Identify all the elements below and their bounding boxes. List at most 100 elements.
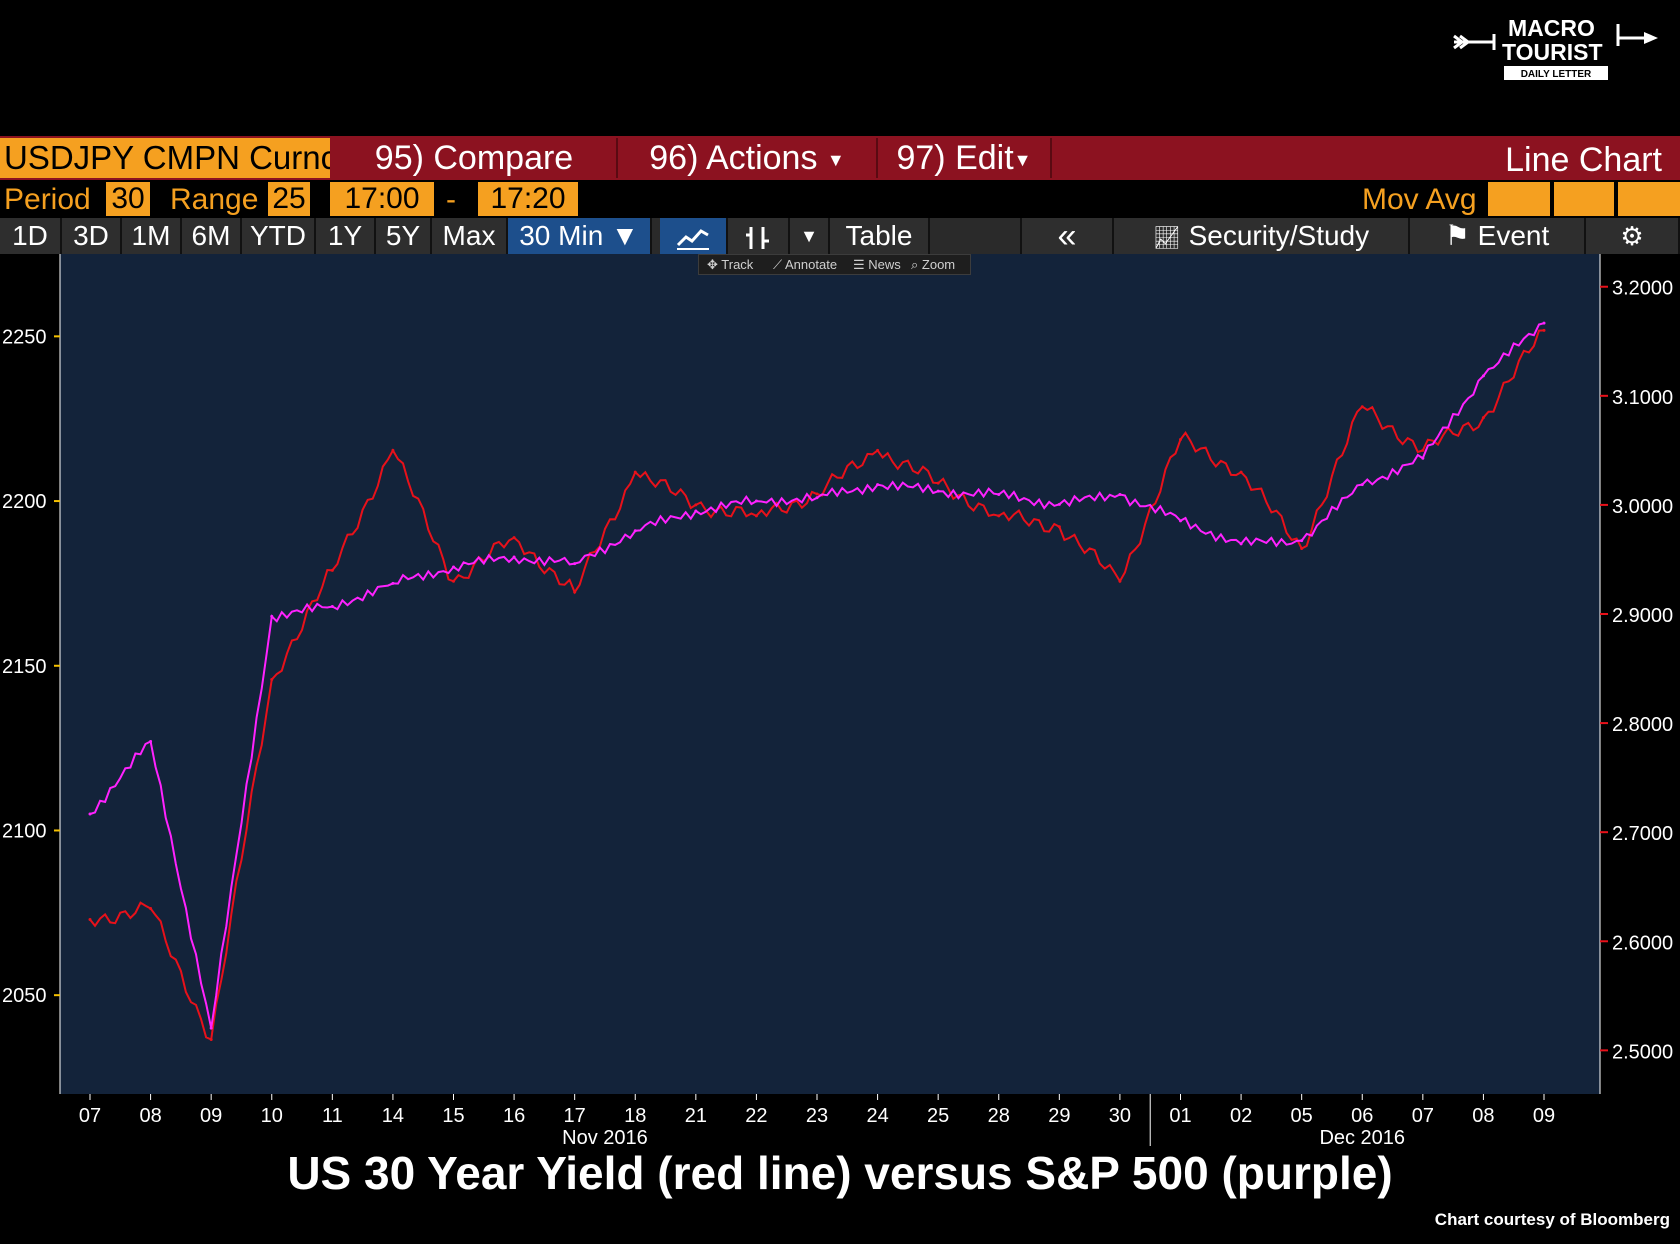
- sp500-point: [1300, 539, 1304, 543]
- security-field[interactable]: USDJPY CMPN Curnc: [0, 138, 330, 178]
- yield-point: [452, 579, 455, 583]
- yield-point: [88, 917, 92, 921]
- edit-label: 97) Edit: [896, 139, 1014, 177]
- news-tool[interactable]: ☰ News: [853, 257, 901, 272]
- tab-3d[interactable]: 3D: [62, 218, 122, 254]
- yield-point: [1057, 525, 1061, 529]
- tab-5y[interactable]: 5Y: [376, 218, 432, 254]
- zoom-tool[interactable]: ⌕ Zoom: [911, 257, 956, 272]
- end-time-field[interactable]: 17:20: [478, 182, 578, 216]
- right-axis-tick-label: 2.5000: [1612, 1041, 1673, 1063]
- yield-point: [876, 448, 880, 452]
- yield-point: [391, 448, 395, 452]
- period-bar: Period 30 Range 25 17:00 - 17:20 Mov Avg: [0, 180, 1680, 218]
- chart-type-label[interactable]: Line Chart: [1505, 141, 1662, 179]
- candle-glyph: [746, 226, 769, 249]
- x-axis-tick-label: 05: [1291, 1105, 1313, 1127]
- x-axis-tick-label: 09: [200, 1105, 222, 1127]
- sp500-point: [936, 489, 940, 493]
- track-tool[interactable]: ✥ Track: [707, 257, 754, 272]
- mov-avg-label: Mov Avg: [1362, 183, 1477, 216]
- right-axis-tick-label: 2.9000: [1612, 605, 1673, 627]
- tab-1y[interactable]: 1Y: [316, 218, 376, 254]
- tab-1d[interactable]: 1D: [0, 218, 62, 254]
- mov-avg-field-1[interactable]: [1488, 182, 1550, 216]
- x-axis-tick-label: 30: [1109, 1105, 1131, 1127]
- x-axis-tick-label: 29: [1048, 1105, 1070, 1127]
- flag-icon: ⚑: [1444, 220, 1470, 251]
- x-axis-tick-label: 01: [1169, 1105, 1191, 1127]
- table-button[interactable]: Table: [830, 218, 930, 254]
- track-label: Track: [721, 257, 754, 272]
- x-axis-tick-label: 07: [79, 1105, 101, 1127]
- left-axis-tick-label: 2050: [2, 985, 47, 1007]
- range-field[interactable]: 25: [268, 182, 310, 216]
- x-axis-tick-label: 16: [503, 1105, 525, 1127]
- yield-point: [1542, 328, 1546, 332]
- period-field[interactable]: 30: [106, 182, 150, 216]
- yield-point: [1421, 448, 1425, 452]
- annotate-label: Annotate: [785, 257, 838, 272]
- sp500-point: [1421, 456, 1425, 460]
- x-axis-tick-label: 08: [139, 1105, 161, 1127]
- candle-chart-icon[interactable]: [728, 218, 790, 254]
- mov-avg-field-2[interactable]: [1554, 182, 1614, 216]
- edit-button[interactable]: 97) Edit▼: [878, 138, 1052, 178]
- chart-style-dropdown-icon[interactable]: ▼: [790, 218, 830, 254]
- study-icon: 📈︎: [1152, 225, 1181, 250]
- sp500-point: [270, 614, 274, 618]
- x-axis-tick-label: 21: [685, 1105, 707, 1127]
- right-axis-tick-label: 3.1000: [1612, 387, 1673, 409]
- sp500-point: [1360, 483, 1364, 487]
- x-axis-tick-label: 25: [927, 1105, 949, 1127]
- compare-button[interactable]: 95) Compare: [332, 138, 618, 178]
- right-axis-tick-label: 2.6000: [1612, 932, 1673, 954]
- command-bar: USDJPY CMPN Curnc 95) Compare 96) Action…: [0, 136, 1680, 180]
- time-separator: -: [446, 183, 456, 216]
- x-axis-tick-label: 06: [1351, 1105, 1373, 1127]
- x-axis-tick-label: 14: [382, 1105, 404, 1127]
- left-axis-tick-label: 2100: [2, 820, 47, 842]
- yield-point: [754, 514, 758, 518]
- line-chart-glyph: [676, 228, 709, 250]
- event-button[interactable]: ⚑ Event: [1410, 218, 1586, 254]
- left-axis-tick-label: 2250: [2, 326, 47, 348]
- actions-button[interactable]: 96) Actions ▼: [618, 138, 878, 178]
- right-axis-tick-label: 2.8000: [1612, 714, 1673, 736]
- x-axis-tick-label: 11: [322, 1105, 343, 1127]
- mov-avg-field-3[interactable]: [1618, 182, 1680, 216]
- tab-30-min[interactable]: 30 Min ▼: [508, 218, 652, 254]
- x-axis-tick-label: 07: [1412, 1105, 1434, 1127]
- x-axis-tick-label: 02: [1230, 1105, 1252, 1127]
- settings-gear-icon[interactable]: ⚙: [1586, 218, 1680, 254]
- tab-1m[interactable]: 1M: [122, 218, 182, 254]
- line-chart[interactable]: 2050 2100 2150 2200 2250 2.5000 2.6000 2.7000 2.…: [0, 254, 1680, 1146]
- chart-subtoolbar: ✥ Track ⟋ Annotate ☰ News ⌕ Zoom: [698, 254, 971, 275]
- x-axis-tick-label: 15: [442, 1105, 464, 1127]
- sp500-point: [1239, 542, 1243, 546]
- news-label: News: [868, 257, 901, 272]
- tab-max[interactable]: Max: [432, 218, 508, 254]
- sp500-point: [876, 483, 880, 487]
- toolbar-spacer: [930, 218, 1022, 254]
- collapse-icon[interactable]: «: [1022, 218, 1114, 254]
- tab-6m[interactable]: 6M: [182, 218, 242, 254]
- yield-point: [815, 492, 819, 496]
- yield-point: [1360, 405, 1364, 409]
- security-study-button[interactable]: 📈︎ Security/Study: [1114, 218, 1410, 254]
- yield-point: [1118, 579, 1122, 583]
- chevron-down-icon: ▼: [1013, 150, 1032, 171]
- annotate-tool[interactable]: ⟋ Annotate: [773, 257, 838, 272]
- left-axis-tick-label: 2200: [2, 491, 47, 513]
- yield-point: [330, 568, 334, 572]
- x-axis-tick-label: 24: [866, 1105, 888, 1127]
- tab-ytd[interactable]: YTD: [242, 218, 316, 254]
- yield-point: [1179, 437, 1182, 441]
- period-label: Period: [4, 183, 91, 216]
- sp500-point: [512, 555, 516, 559]
- start-time-field[interactable]: 17:00: [330, 182, 434, 216]
- yield-point: [633, 470, 637, 474]
- sp500-point: [1118, 492, 1122, 496]
- line-chart-icon[interactable]: [660, 218, 728, 254]
- yield-point: [149, 907, 153, 911]
